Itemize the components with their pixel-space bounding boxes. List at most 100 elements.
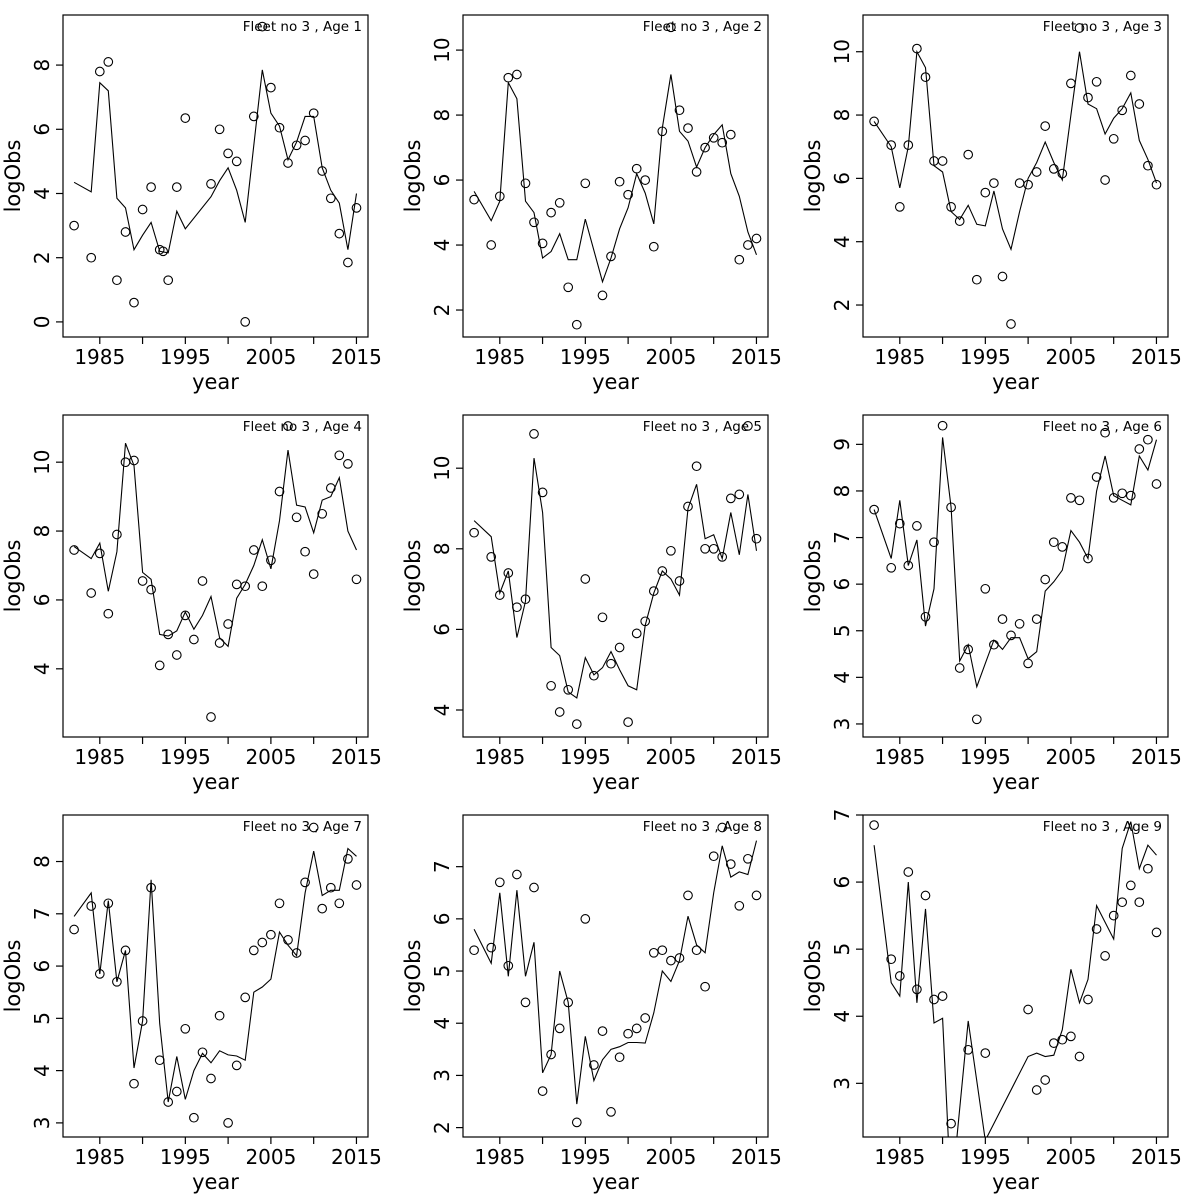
obs-point <box>469 527 479 538</box>
obs-point <box>683 501 693 512</box>
obs-point <box>1151 927 1162 938</box>
chart-panel-age-1: 1985 1995 2005 2015 0 2 4 6 8 year logObs Fleet no … <box>0 0 400 400</box>
obs-point <box>158 246 168 257</box>
obs-point <box>683 123 693 133</box>
obs-point <box>529 882 539 893</box>
obs-point <box>257 21 268 32</box>
obs-point <box>1031 614 1042 624</box>
obs-point <box>708 132 719 143</box>
obs-point <box>1134 99 1145 109</box>
obs-point <box>503 568 514 578</box>
obs-point <box>717 137 728 148</box>
panel-title: Fleet no 3 , Age 7 <box>243 819 362 835</box>
obs-point <box>120 945 131 956</box>
obs-point <box>529 217 539 228</box>
obs-point <box>1040 121 1051 131</box>
obs-point <box>257 581 268 592</box>
obs-point <box>717 822 728 833</box>
chart-panel-age-6: 1985 1995 2005 2015 3 4 5 6 7 8 9 year logObs Fleet n… <box>800 400 1200 800</box>
obs-point <box>129 455 139 466</box>
y-axis-label: logObs <box>1 540 25 613</box>
obs-point <box>597 1026 608 1036</box>
obs-point <box>1066 493 1076 503</box>
obs-point <box>937 991 948 1001</box>
obs-point <box>1040 1075 1051 1085</box>
obs-point <box>751 233 762 244</box>
obs-point <box>291 512 302 523</box>
obs-point <box>257 937 268 948</box>
y-axis-label: logObs <box>401 540 425 613</box>
obs-point <box>554 1023 565 1034</box>
obs-point <box>912 521 922 531</box>
obs-point <box>1108 133 1119 144</box>
x-tick-label: 2005 <box>1045 1145 1096 1169</box>
obs-point <box>1074 1051 1085 1062</box>
x-axis-label: year <box>592 770 639 794</box>
obs-point <box>1091 472 1102 482</box>
y-tick-label: 0 <box>30 316 54 329</box>
obs-point <box>103 898 114 909</box>
obs-point <box>546 1049 556 1060</box>
obs-point <box>1048 1038 1059 1048</box>
obs-point <box>274 486 285 497</box>
x-tick-label: 1995 <box>560 345 611 369</box>
y-tick-label: 4 <box>830 235 854 248</box>
obs-point <box>1031 167 1042 177</box>
chart-svg-age-3: 1985 1995 2005 2015 2 4 6 8 10 year logObs Fleet no… <box>801 14 1182 394</box>
obs-point <box>1143 434 1153 445</box>
chart-panel-age-2: 1985 1995 2005 2015 2 4 6 8 10 year logObs Fleet no… <box>400 0 800 400</box>
obs-point <box>494 590 505 600</box>
obs-point <box>725 129 736 140</box>
x-tick-label: 2015 <box>331 345 382 369</box>
obs-point <box>317 903 328 914</box>
y-tick-label: 6 <box>430 912 454 925</box>
x-tick-label: 2005 <box>645 1145 696 1169</box>
obs-point <box>86 588 97 598</box>
obs-point <box>903 867 914 877</box>
obs-point <box>1048 537 1059 548</box>
obs-point <box>1125 490 1136 501</box>
obs-point <box>963 149 974 160</box>
obs-point <box>606 251 616 262</box>
obs-point <box>886 562 897 573</box>
y-axis-label: logObs <box>801 540 825 613</box>
chart-svg-age-9: 1985 1995 2005 2015 3 4 5 6 7 year logObs Fleet no … <box>801 809 1182 1194</box>
x-tick-label: 1985 <box>474 1145 525 1169</box>
obs-point <box>894 202 905 212</box>
obs-point <box>274 122 285 133</box>
obs-point <box>954 216 965 226</box>
obs-point <box>1014 618 1025 629</box>
obs-point <box>606 658 616 669</box>
obs-points <box>469 421 762 729</box>
x-tick-label: 1985 <box>74 745 125 769</box>
obs-point <box>869 504 879 515</box>
obs-point <box>1134 444 1145 454</box>
obs-point <box>94 548 105 559</box>
y-tick-label: 8 <box>430 109 454 122</box>
obs-point <box>700 981 710 992</box>
obs-point <box>214 1010 225 1021</box>
obs-point <box>1006 319 1016 329</box>
chart-panel-age-3: 1985 1995 2005 2015 2 4 6 8 10 year logObs Fleet no… <box>800 0 1200 400</box>
y-tick-label: 4 <box>430 239 454 252</box>
obs-point <box>708 851 719 862</box>
chart-svg-age-8: 1985 1995 2005 2015 2 3 4 5 6 7 year logObs Fleet no… <box>401 814 782 1194</box>
fit-line <box>473 74 758 284</box>
obs-point <box>494 191 505 202</box>
x-tick-label: 2015 <box>331 1145 382 1169</box>
y-tick-label: 3 <box>430 1069 454 1082</box>
obs-point <box>317 508 328 519</box>
obs-point <box>963 1044 974 1055</box>
obs-point <box>725 493 736 504</box>
obs-point <box>334 450 345 461</box>
obs-point <box>614 1052 625 1063</box>
obs-point <box>120 227 131 237</box>
obs-point <box>963 644 974 655</box>
y-tick-label: 4 <box>830 671 854 684</box>
obs-point <box>197 1047 208 1058</box>
x-tick-label: 2015 <box>1131 1145 1182 1169</box>
obs-point <box>563 684 574 695</box>
chart-svg-age-2: 1985 1995 2005 2015 2 4 6 8 10 year logObs Fleet no… <box>401 14 782 394</box>
chart-panel-age-4: 1985 1995 2005 2015 4 6 8 10 year logObs Fleet no … <box>0 400 400 800</box>
obs-point <box>343 854 353 864</box>
